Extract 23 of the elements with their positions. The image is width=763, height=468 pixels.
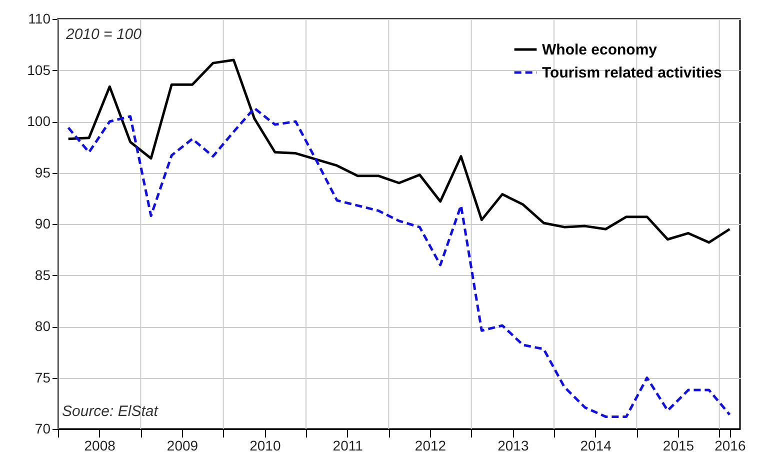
y-tick-label: 110 (28, 10, 51, 26)
x-tick-label: 2016 (714, 438, 746, 454)
y-tick-label: 95 (34, 164, 51, 180)
x-tick-label: 2015 (662, 438, 694, 454)
x-tick-label: 2011 (332, 438, 364, 454)
y-tick-label: 75 (34, 369, 51, 386)
x-tick-label: 2008 (84, 438, 116, 454)
x-tick-label: 2010 (250, 438, 281, 454)
annotation: 2010 = 100 (65, 26, 142, 43)
legend-label: Tourism related activities (542, 64, 722, 82)
x-tick-label: 2013 (498, 438, 529, 454)
y-tick-label: 85 (34, 266, 51, 283)
y-tick-label: 100 (27, 113, 51, 129)
line-series (67, 58, 731, 244)
annotation: Source: ElStat (62, 403, 159, 420)
y-tick-label: 80 (34, 318, 51, 334)
y-tick-label: 105 (27, 62, 51, 78)
x-tick-label: 2012 (414, 438, 446, 454)
x-tick-label: 2009 (166, 438, 198, 454)
x-tick-label: 2014 (580, 438, 612, 454)
y-tick-label: 70 (34, 420, 51, 436)
legend-label: Whole economy (542, 42, 658, 58)
y-tick-label: 90 (34, 216, 51, 232)
